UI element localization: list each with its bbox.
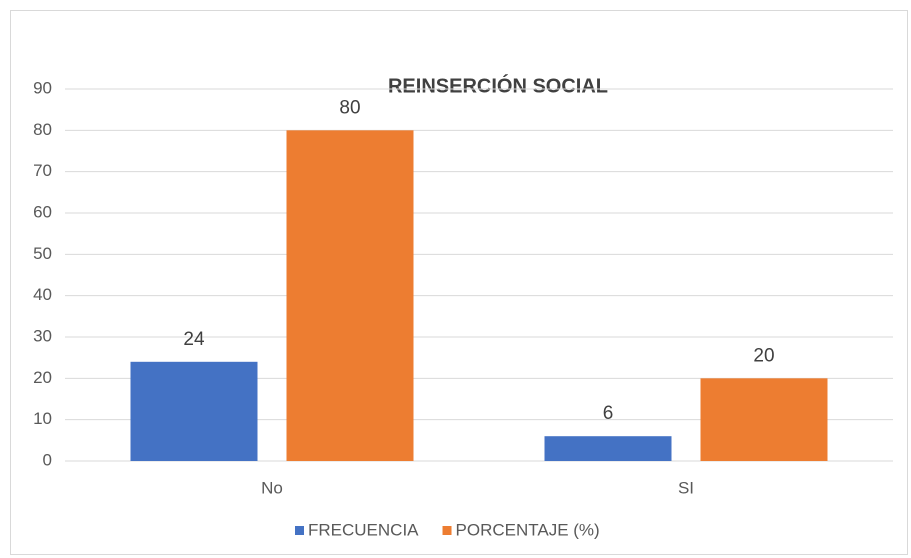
legend-swatch (295, 526, 304, 535)
chart-border (10, 10, 908, 555)
data-label: 6 (603, 403, 614, 424)
x-tick-label: No (261, 478, 283, 497)
legend-swatch (442, 526, 452, 535)
x-tick-label: SI (678, 478, 694, 497)
bar (544, 436, 672, 461)
chart-title: REINSERCIÓN SOCIAL (388, 73, 608, 97)
y-tick-label: 60 (33, 202, 52, 221)
data-label: 80 (339, 97, 360, 118)
data-label: 24 (183, 329, 205, 350)
y-tick-label: 50 (33, 244, 52, 263)
y-tick-label: 20 (33, 368, 52, 387)
data-label: 20 (753, 345, 774, 366)
bar (700, 378, 828, 461)
bar (286, 130, 414, 462)
y-tick-label: 90 (33, 78, 52, 97)
legend-label: PORCENTAJE (%) (456, 520, 600, 539)
legend-label: FRECUENCIA (308, 520, 419, 539)
y-tick-label: 0 (43, 450, 52, 469)
y-tick-label: 80 (33, 120, 52, 139)
y-tick-label: 40 (33, 285, 52, 304)
bar (130, 361, 258, 461)
y-tick-label: 30 (33, 326, 52, 345)
y-tick-label: 10 (33, 409, 52, 428)
y-tick-label: 70 (33, 161, 52, 180)
